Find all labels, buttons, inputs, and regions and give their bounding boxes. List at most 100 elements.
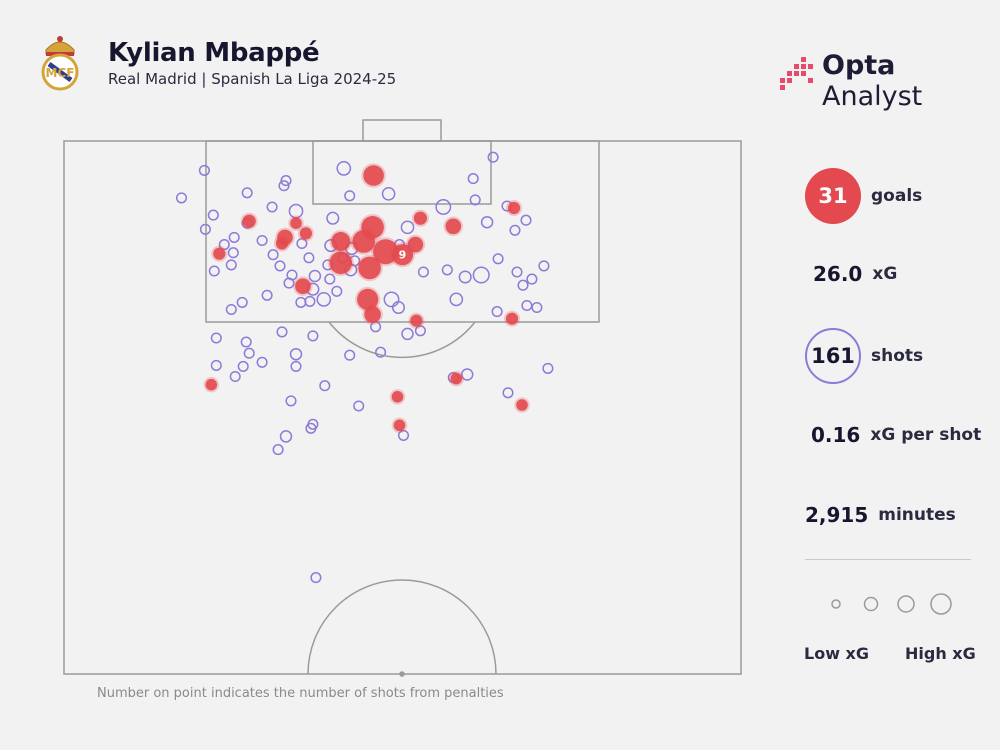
brand-name: Opta Analyst	[822, 50, 1000, 112]
shot-point	[391, 300, 406, 315]
goal-point	[352, 230, 376, 253]
shot-point	[236, 296, 248, 308]
shot-point	[272, 444, 284, 456]
shot-point	[310, 572, 322, 584]
shot-point	[469, 194, 481, 206]
goal-point	[507, 201, 521, 215]
shot-point	[326, 211, 340, 225]
chart-subtitle: Real Madrid | Spanish La Liga 2024-25	[108, 70, 397, 88]
goal	[362, 119, 442, 142]
svg-text:MCF: MCF	[46, 66, 75, 80]
shot-point	[276, 326, 288, 338]
shot-point	[401, 327, 414, 341]
shot-point	[308, 269, 322, 283]
shot-point	[441, 264, 453, 276]
centre-spot	[399, 671, 405, 677]
shot-point	[304, 295, 316, 307]
goal-point	[358, 256, 381, 280]
centre-circle	[307, 579, 497, 675]
goal-point	[242, 214, 256, 228]
six-yard-box	[312, 140, 492, 205]
shot-point	[240, 336, 252, 348]
shot-point	[458, 270, 472, 284]
shot-point	[460, 368, 474, 381]
legend-circle-small	[831, 599, 841, 609]
goal-point	[295, 278, 311, 295]
shot-point	[383, 291, 400, 308]
shot-point	[207, 209, 219, 221]
shot-point	[520, 214, 532, 226]
goal-point	[290, 217, 302, 229]
shot-point	[278, 180, 290, 192]
xg-per-shot-value: 0.16	[811, 423, 861, 447]
shot-point	[449, 292, 464, 307]
shot-point	[491, 306, 503, 318]
stats-divider	[805, 559, 971, 560]
shot-point	[261, 289, 273, 301]
shot-point	[290, 360, 302, 372]
goal-point	[205, 378, 218, 391]
shot-point	[228, 231, 240, 243]
minutes-stat: 2,915 minutes	[805, 503, 956, 527]
goal-point	[299, 227, 312, 240]
shot-point	[210, 359, 222, 371]
shot-point	[502, 387, 514, 399]
shot-point	[303, 252, 315, 264]
shot-point	[266, 201, 278, 213]
shot-point	[319, 380, 331, 392]
goal-point	[363, 165, 384, 186]
shot-point	[296, 237, 308, 250]
shot-point	[344, 190, 356, 202]
goal-point	[391, 391, 404, 403]
shot-point	[279, 430, 293, 443]
shot-point	[280, 175, 292, 187]
xg-stat: 26.0 xG	[805, 262, 897, 286]
shot-point	[480, 215, 494, 229]
shot-point	[509, 224, 521, 236]
shot-point	[542, 362, 554, 374]
xg-per-shot-stat: 0.16 xG per shot	[805, 423, 981, 447]
goal-point	[391, 244, 414, 266]
minutes-value: 2,915	[805, 503, 869, 527]
shot-point	[538, 260, 550, 272]
goal-point	[275, 237, 289, 250]
xg-per-shot-label: xG per shot	[870, 425, 982, 445]
goal-point	[364, 306, 381, 323]
goal-point	[450, 372, 463, 385]
xg-label: xG	[872, 264, 898, 284]
shot-point	[511, 266, 523, 278]
goals-stat: 31 goals	[805, 168, 922, 224]
shots-label: shots	[871, 346, 924, 366]
shot-point	[241, 187, 253, 199]
goal-point	[505, 312, 519, 325]
shot-point	[531, 301, 543, 314]
real-madrid-crest-icon: MCF	[41, 36, 79, 91]
shot-point	[324, 273, 336, 285]
shot-point	[336, 161, 352, 176]
shot-point	[225, 303, 237, 316]
shot-point	[243, 347, 255, 359]
shot-point	[417, 266, 429, 278]
shot-point	[492, 253, 504, 265]
shot-point	[225, 259, 237, 271]
shot-point	[331, 285, 343, 297]
shot-point	[229, 370, 241, 383]
legend-low-label: Low xG	[804, 644, 869, 663]
shot-point	[400, 220, 415, 235]
goal-point	[407, 236, 424, 253]
goal-point	[373, 239, 399, 265]
shot-point	[285, 395, 297, 407]
goal-point	[410, 314, 423, 327]
xg-value: 26.0	[813, 262, 863, 286]
goals-label: goals	[871, 186, 923, 206]
shot-point	[289, 347, 303, 361]
xg-size-legend	[831, 593, 952, 615]
goal-point	[516, 399, 528, 411]
shot-point	[256, 356, 268, 368]
pitch-lines	[63, 119, 742, 677]
shot-point	[353, 400, 365, 412]
goal-point	[329, 251, 353, 275]
shot-point	[307, 330, 319, 342]
legend-circle-xlarge	[930, 593, 952, 615]
